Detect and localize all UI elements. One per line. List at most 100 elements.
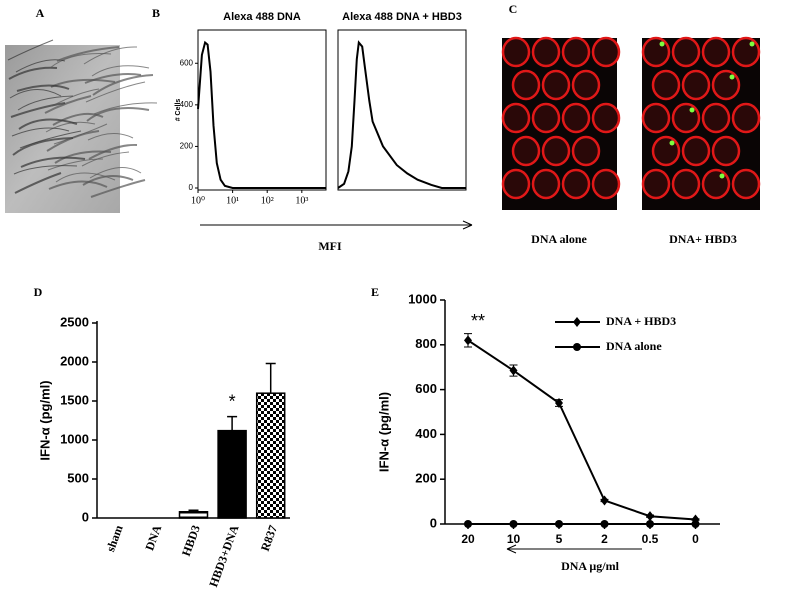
cell — [641, 168, 671, 200]
y-tick-label: 800 — [415, 336, 437, 351]
image-caption: DNA alone — [531, 232, 587, 246]
fiber — [48, 180, 108, 190]
cell — [681, 135, 711, 167]
bar — [255, 392, 286, 519]
image-caption: DNA+ HBD3 — [669, 232, 737, 246]
legend-label: DNA + HBD3 — [606, 314, 676, 328]
fiber — [88, 143, 138, 160]
dot — [689, 107, 695, 113]
x-tick-label: R837 — [258, 523, 280, 553]
x-tick-label: 10⁰ — [191, 195, 205, 206]
fiber — [8, 66, 58, 80]
x-tick-label: DNA — [142, 523, 164, 553]
fiber — [13, 165, 78, 175]
x-axis-label: DNA μg/ml — [561, 559, 619, 573]
panel-label: E — [371, 285, 379, 299]
cell — [561, 102, 591, 134]
error-bar — [227, 415, 238, 431]
cell — [561, 168, 591, 200]
fiber — [56, 46, 120, 62]
cell — [671, 36, 701, 68]
y-axis-label: IFN-α (pg/ml) — [37, 380, 52, 460]
y-tick-label: 0 — [82, 509, 89, 524]
annotation: * — [229, 391, 236, 411]
y-tick-label: 0 — [189, 183, 194, 192]
y-tick-label: 500 — [67, 470, 89, 485]
cell — [571, 135, 601, 167]
fiber — [93, 102, 158, 115]
x-axis-label: MFI — [318, 239, 342, 253]
fiber — [86, 107, 150, 122]
y-tick-label: 1500 — [60, 392, 89, 407]
y-tick-label: 600 — [415, 381, 437, 396]
fiber — [89, 167, 142, 179]
annotation: ** — [471, 311, 485, 331]
fiber — [85, 81, 146, 103]
panel-label: A — [36, 6, 45, 20]
cell — [701, 102, 731, 134]
cell — [591, 36, 621, 68]
fiber — [92, 74, 154, 96]
x-tick-label: HBD3 — [179, 523, 203, 558]
fiber — [87, 133, 134, 141]
cell — [591, 168, 621, 200]
marker — [509, 520, 518, 528]
x-tick-label: 10² — [261, 195, 274, 206]
fiber — [19, 130, 82, 149]
marker — [600, 520, 609, 528]
fiber — [51, 88, 100, 107]
panel-label: B — [152, 6, 160, 20]
plot-frame — [197, 29, 327, 191]
x-tick-label: 10³ — [295, 195, 308, 206]
bar — [217, 429, 247, 519]
cell — [681, 69, 711, 101]
fiber — [16, 84, 70, 92]
y-axis-label: IFN-α (pg/ml) — [376, 392, 391, 472]
fiber — [20, 156, 86, 168]
x-tick-label: 10 — [507, 532, 521, 546]
cell — [701, 168, 731, 200]
fiber — [52, 112, 104, 126]
y-tick-label: 1000 — [408, 291, 437, 306]
error-bar — [265, 362, 276, 394]
fiber — [84, 73, 142, 84]
bar — [178, 511, 209, 519]
fiber — [18, 118, 78, 130]
marker — [573, 343, 581, 351]
cell — [671, 168, 701, 200]
dot — [669, 140, 675, 146]
marker — [509, 365, 518, 376]
cell — [571, 69, 601, 101]
cell — [531, 36, 561, 68]
y-tick-label: 200 — [180, 142, 194, 151]
y-tick-label: 2500 — [60, 314, 89, 329]
arrow-head — [462, 220, 473, 230]
chart-title: Alexa 488 DNA + HBD3 — [342, 11, 462, 23]
fiber — [55, 172, 116, 183]
fiber — [49, 53, 112, 69]
fiber — [14, 172, 62, 194]
fiber — [53, 123, 108, 145]
cell — [731, 36, 761, 68]
marker — [464, 335, 472, 346]
marker — [600, 495, 609, 506]
legend-label: DNA alone — [606, 339, 662, 353]
cell — [541, 135, 571, 167]
marker — [646, 511, 654, 522]
panel-label: C — [509, 2, 518, 16]
marker — [555, 520, 563, 528]
fiber — [90, 179, 146, 198]
fiber — [7, 39, 54, 61]
y-tick-label: 600 — [180, 58, 194, 67]
fiber — [17, 95, 74, 111]
histogram-line — [337, 40, 466, 189]
dot — [719, 173, 725, 179]
marker — [464, 520, 472, 528]
fiber — [44, 95, 92, 114]
panel-label: D — [34, 285, 43, 299]
x-tick-label: 0.5 — [642, 532, 659, 546]
fiber — [82, 175, 134, 186]
plot-frame — [337, 29, 467, 191]
cell — [731, 102, 761, 134]
x-tick-label: 2 — [601, 532, 608, 546]
